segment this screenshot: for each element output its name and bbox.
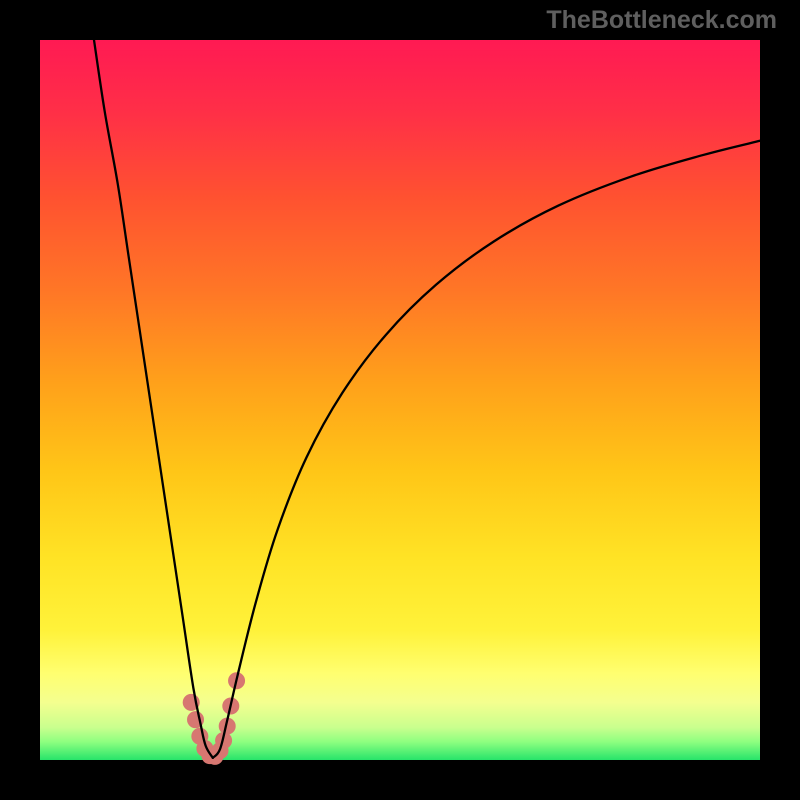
curve-layer (0, 0, 800, 800)
bottleneck-chart: TheBottleneck.com (0, 0, 800, 800)
curve-right-branch (213, 141, 760, 758)
curve-left-branch (94, 40, 213, 758)
watermark-text: TheBottleneck.com (546, 6, 777, 35)
